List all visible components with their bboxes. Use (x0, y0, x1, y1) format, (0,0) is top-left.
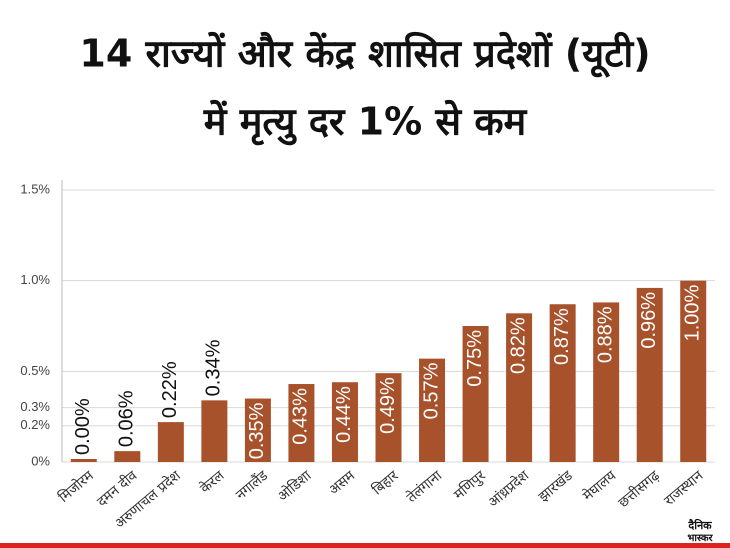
y-tick-label: 0.5% (20, 363, 50, 378)
value-label: 0.57% (420, 362, 442, 419)
value-label: 0.49% (377, 377, 399, 434)
value-label: 0.82% (507, 317, 529, 374)
bar (157, 422, 184, 462)
y-tick-label: 1.5% (20, 181, 50, 196)
value-label: 0.43% (290, 388, 312, 445)
bar (201, 400, 228, 462)
bar (680, 280, 707, 462)
bar (636, 287, 663, 462)
value-label: 0.00% (72, 398, 94, 455)
value-label: 0.96% (638, 292, 660, 349)
bar (244, 398, 271, 462)
brand: भास्कर (687, 533, 713, 544)
brand: दैनिक (687, 518, 712, 532)
value-label: 0.75% (464, 330, 486, 387)
value-label: 0.44% (333, 386, 355, 443)
value-label: 1.00% (682, 284, 704, 341)
y-tick-label: 0.2% (20, 417, 50, 432)
value-label: 0.06% (116, 390, 138, 447)
chart-title: में मृत्यु दर 1% से कम (203, 100, 528, 146)
bar (331, 382, 358, 462)
bar (70, 459, 97, 462)
y-tick-label: 0% (31, 453, 50, 468)
value-label: 0.88% (594, 306, 616, 363)
y-tick-label: 0.3% (20, 399, 50, 414)
footer-bar (0, 543, 730, 548)
value-label: 0.34% (203, 339, 225, 396)
bar (375, 373, 402, 462)
chart-title: 14 राज्यों और केंद्र शासित प्रदेशों (यूट… (79, 32, 650, 79)
value-label: 0.87% (551, 308, 573, 365)
bar (549, 304, 576, 462)
value-label: 0.35% (246, 402, 268, 459)
value-label: 0.22% (159, 361, 181, 418)
bar (114, 451, 141, 462)
bar (462, 326, 489, 462)
bar (593, 302, 620, 462)
bar (419, 358, 446, 462)
y-tick-label: 1.0% (20, 272, 50, 287)
bar (506, 313, 533, 462)
bar (288, 384, 315, 462)
